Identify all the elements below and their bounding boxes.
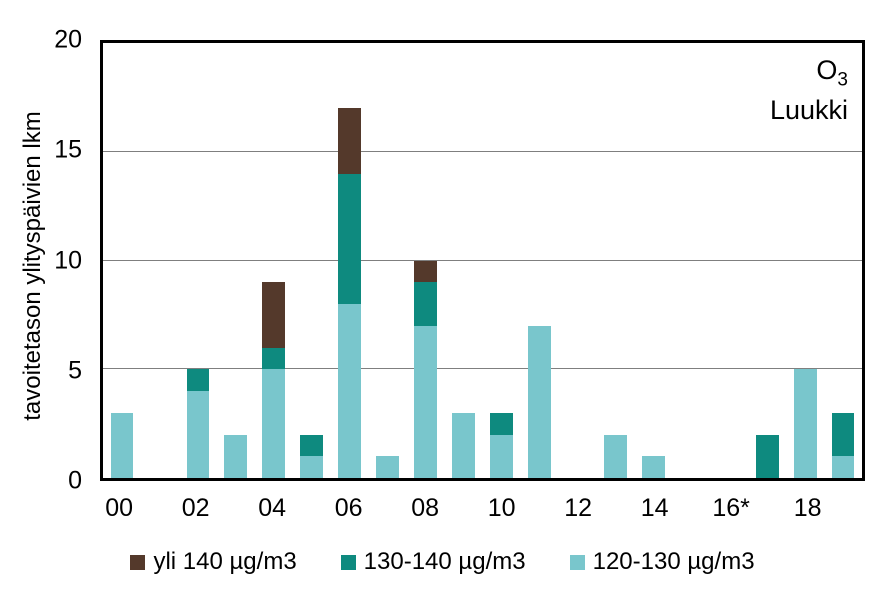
bar-segment-11-120-130-g-m3 (528, 325, 551, 478)
bar-14 (634, 43, 672, 478)
bar-segment-10-130-140-g-m3 (490, 412, 513, 435)
x-tick-label-10: 10 (487, 494, 516, 522)
bar-segment-04-120-130-g-m3 (262, 369, 286, 478)
bar-05 (293, 43, 331, 478)
bar-segment-06-120-130-g-m3 (338, 304, 362, 478)
legend-item-120-130: 120-130 µg/m3 (569, 548, 755, 576)
bar-12 (558, 43, 596, 478)
bar-segment-04-yli-140-g-m3 (262, 282, 286, 348)
bar-segment-05-120-130-g-m3 (300, 456, 324, 478)
bar-segment-08-130-140-g-m3 (414, 282, 437, 326)
bar-segment-19-120-130-g-m3 (831, 456, 855, 478)
bar-segment-08-120-130-g-m3 (414, 325, 437, 478)
x-tick-label-12: 12 (564, 494, 593, 522)
legend-label-over-140: yli 140 µg/m3 (153, 548, 297, 575)
y-tick-label-15: 15 (54, 135, 82, 164)
legend-label-130-140: 130-140 µg/m3 (363, 548, 526, 575)
legend-item-130-140: 130-140 µg/m3 (340, 548, 526, 576)
bar-segment-02-120-130-g-m3 (186, 391, 210, 478)
bar-11 (520, 43, 558, 478)
bar-segment-00-120-130-g-m3 (110, 412, 134, 478)
gridline-10 (103, 259, 862, 261)
legend-swatch-over-140 (130, 554, 146, 570)
bar-segment-03-120-130-g-m3 (224, 434, 248, 478)
bar-09 (445, 43, 483, 478)
gridlines-layer (103, 43, 862, 478)
plot-title: O3 Luukki (770, 53, 848, 128)
bar-19 (824, 43, 862, 478)
y-tick-label-10: 10 (54, 246, 82, 274)
plot-area: O3 Luukki (100, 40, 865, 481)
bar-segment-13-120-130-g-m3 (603, 434, 627, 478)
legend-item-over-140: yli 140 µg/m3 (130, 548, 297, 576)
bar-segment-08-yli-140-g-m3 (414, 260, 437, 283)
legend-swatch-130-140 (340, 554, 356, 570)
bar-segment-14-120-130-g-m3 (641, 456, 665, 478)
y-axis-tick-labels: 0 5 10 15 20 (0, 27, 88, 493)
x-tick-label-06: 06 (334, 494, 363, 522)
bar-segment-04-130-140-g-m3 (262, 347, 286, 370)
x-axis-tick-labels: 00 02 04 06 08 10 12 14 16* 18 (100, 494, 865, 524)
x-tick-label-04: 04 (258, 494, 287, 522)
legend-swatch-120-130 (569, 554, 585, 570)
bar-02 (179, 43, 217, 478)
y-tick-label-20: 20 (54, 25, 82, 54)
bar-16 (710, 43, 748, 478)
bars-layer (103, 43, 862, 478)
bar-segment-17-130-140-g-m3 (755, 434, 779, 478)
bar-10 (483, 43, 521, 478)
bar-07 (369, 43, 407, 478)
bar-segment-09-120-130-g-m3 (452, 412, 475, 478)
pollutant-formula: O3 (816, 55, 848, 91)
bar-segment-02-130-140-g-m3 (186, 369, 210, 391)
gridline-15 (103, 150, 862, 152)
y-tick-label-5: 5 (68, 356, 82, 385)
bar-18 (786, 43, 824, 478)
x-tick-label-02: 02 (181, 494, 210, 522)
y-tick-label-0: 0 (68, 466, 82, 495)
bar-segment-19-130-140-g-m3 (831, 412, 855, 457)
bar-segment-06-130-140-g-m3 (338, 173, 362, 304)
bar-06 (331, 43, 369, 478)
bar-13 (596, 43, 634, 478)
x-tick-label-18: 18 (793, 494, 822, 522)
bar-03 (217, 43, 255, 478)
bar-segment-07-120-130-g-m3 (376, 456, 400, 478)
bar-08 (407, 43, 445, 478)
x-tick-label-16-star: 16* (712, 494, 750, 522)
x-tick-label-00: 00 (105, 494, 134, 522)
bar-00 (103, 43, 141, 478)
station-name: Luukki (769, 95, 848, 126)
bar-segment-06-yli-140-g-m3 (338, 108, 362, 174)
bar-15 (672, 43, 710, 478)
legend-label-120-130: 120-130 µg/m3 (592, 548, 755, 575)
bar-segment-18-120-130-g-m3 (793, 369, 817, 478)
x-tick-label-14: 14 (640, 494, 669, 522)
bar-segment-05-130-140-g-m3 (300, 434, 324, 457)
bar-01 (141, 43, 179, 478)
legend: yli 140 µg/m3 130-140 µg/m3 120-130 µg/m… (0, 548, 885, 576)
bar-04 (255, 43, 293, 478)
bar-17 (748, 43, 786, 478)
gridline-5 (103, 368, 862, 370)
bar-segment-10-120-130-g-m3 (490, 434, 513, 478)
x-tick-label-08: 08 (411, 494, 440, 522)
